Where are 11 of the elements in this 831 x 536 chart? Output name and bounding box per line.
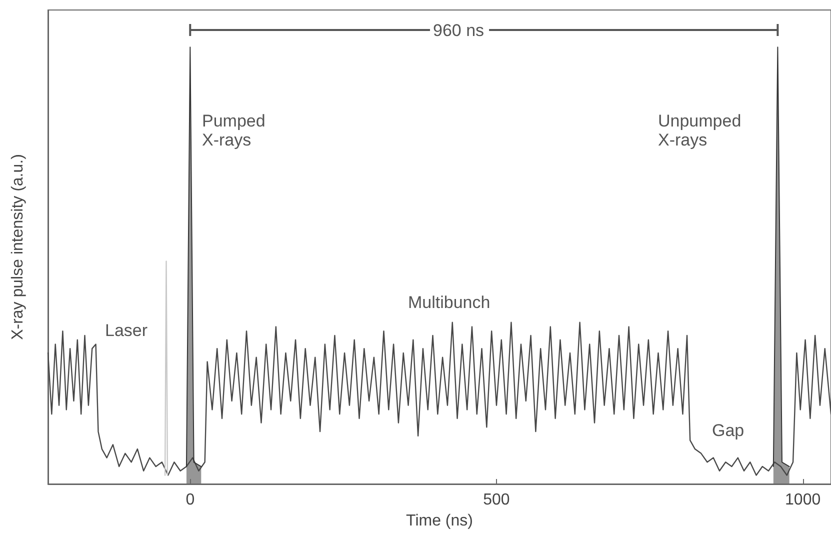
x-axis-title: Time (ns) <box>406 512 473 530</box>
annotation: Pumped X-rays <box>202 112 266 150</box>
x-tick-label: 0 <box>186 492 195 508</box>
annotation: Multibunch <box>408 293 490 312</box>
annotation: Unpumped X-rays <box>658 112 742 150</box>
x-tick-label: 500 <box>483 492 510 508</box>
annotation: Gap <box>712 421 744 440</box>
text: 960 ns <box>433 21 484 40</box>
x-tick-label: 1000 <box>785 492 821 508</box>
annotation: Laser <box>105 321 148 340</box>
y-axis-title: X-ray pulse intensity (a.u.) <box>10 154 26 340</box>
